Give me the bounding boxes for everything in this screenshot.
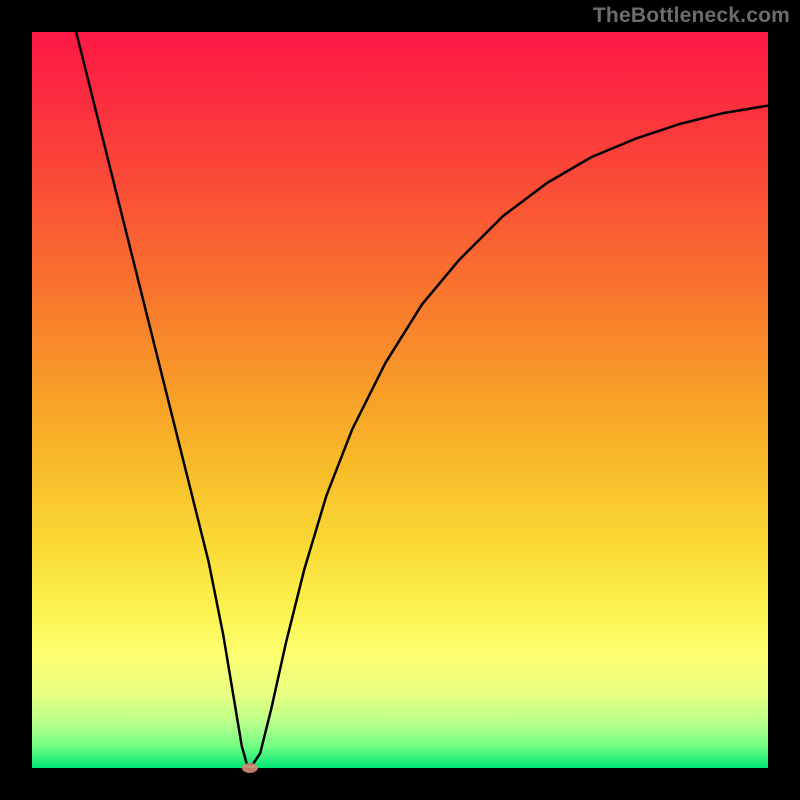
bottleneck-chart bbox=[0, 0, 800, 800]
watermark-text: TheBottleneck.com bbox=[593, 4, 790, 28]
chart-container: TheBottleneck.com bbox=[0, 0, 800, 800]
optimum-marker bbox=[242, 763, 258, 773]
chart-background bbox=[32, 32, 768, 768]
